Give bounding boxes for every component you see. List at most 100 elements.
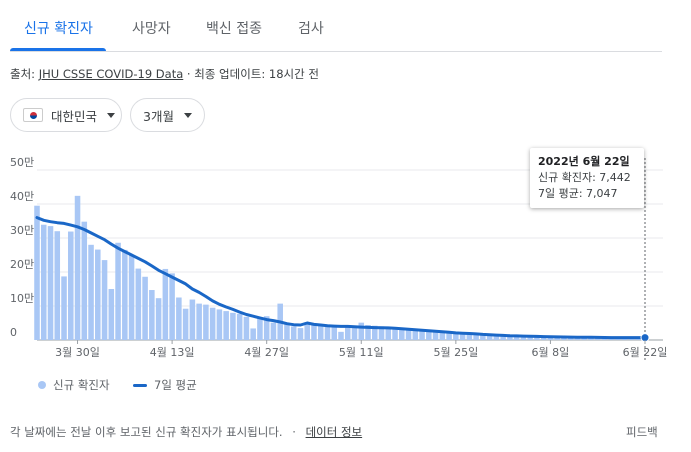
source-link[interactable]: JHU CSSE COVID-19 Data	[38, 67, 184, 81]
korea-flag-icon	[23, 108, 43, 122]
case-bar	[88, 244, 94, 340]
case-bar	[297, 328, 304, 340]
chevron-down-icon	[183, 112, 192, 118]
case-bar	[189, 299, 196, 340]
footer-note-line: 각 날짜에는 전날 이후 보고된 신규 확진자가 표시됩니다. · 데이터 정보	[10, 424, 362, 440]
footer-separator: ·	[292, 425, 296, 439]
legend-bars: 신규 확진자	[38, 377, 110, 393]
tooltip-cases: 신규 확진자: 7,442	[538, 171, 631, 184]
case-bar	[554, 336, 560, 340]
case-bar	[426, 331, 432, 340]
tooltip-date: 2022년 6월 22일	[538, 155, 630, 168]
case-bar	[95, 249, 101, 340]
case-bar	[304, 322, 310, 340]
case-bar	[47, 226, 54, 340]
case-bar	[108, 289, 115, 340]
case-bar	[68, 231, 74, 340]
legend-line-label: 7일 평균	[154, 378, 197, 392]
case-bar	[101, 260, 108, 340]
region-dropdown[interactable]: 대한민국	[10, 98, 122, 132]
data-info-link[interactable]: 데이터 정보	[305, 425, 363, 439]
x-tick-label: 5월 25일	[433, 345, 478, 359]
source-separator: ·	[186, 67, 191, 81]
case-bar	[561, 337, 567, 340]
tab-bar: 신규 확진자 사망자 백신 접종 검사	[0, 0, 691, 52]
y-tick-label: 20만	[10, 258, 34, 271]
case-bar	[419, 330, 425, 340]
case-bar	[81, 221, 88, 340]
case-bar	[493, 334, 500, 340]
case-bar	[236, 313, 243, 340]
case-bar	[507, 335, 513, 340]
case-bar	[331, 326, 338, 340]
chevron-down-icon	[107, 112, 116, 118]
case-bar	[61, 276, 67, 340]
tooltip-avg: 7일 평균: 7,047	[538, 187, 618, 200]
case-bar	[432, 331, 439, 340]
case-bar	[209, 307, 216, 340]
case-bar	[223, 311, 229, 340]
case-bar	[149, 290, 155, 340]
case-bar	[365, 325, 371, 340]
case-bar	[40, 224, 47, 340]
case-bar	[459, 332, 466, 340]
cases-chart[interactable]: 0 10만 20만 30만 40만 50만 3월 30일 4월 13일 4월 27일 5월 11일…	[0, 150, 691, 365]
case-bar	[182, 308, 189, 340]
case-bar	[547, 336, 554, 340]
tab-vaccinations[interactable]: 백신 접종	[206, 21, 262, 37]
tab-new-cases[interactable]: 신규 확진자	[24, 21, 93, 37]
case-bar	[344, 327, 351, 340]
case-bar	[230, 312, 236, 340]
case-bar	[284, 323, 290, 340]
case-bar	[480, 334, 486, 340]
case-bar	[405, 329, 412, 340]
case-bar	[317, 324, 324, 340]
case-bar	[257, 318, 263, 340]
case-bar	[372, 325, 378, 340]
case-bar	[54, 231, 61, 340]
active-tab-indicator	[10, 48, 106, 51]
case-bar	[446, 331, 452, 340]
case-bar	[162, 268, 169, 340]
case-bar	[385, 327, 392, 340]
case-bar	[534, 336, 540, 340]
case-bar	[513, 335, 520, 340]
case-bar	[527, 336, 533, 340]
y-tick-label: 0	[10, 326, 17, 339]
x-tick-label: 6월 8일	[532, 345, 570, 359]
period-label: 3개월	[143, 108, 174, 124]
case-bar	[155, 298, 162, 340]
source-line: 출처: JHU CSSE COVID-19 Data · 최종 업데이트: 18…	[10, 66, 319, 82]
tab-deaths[interactable]: 사망자	[132, 21, 171, 37]
y-tick-label: 50만	[10, 156, 34, 169]
y-tick-label: 40만	[10, 190, 34, 203]
bar-legend-swatch	[38, 381, 46, 389]
case-bar	[115, 242, 121, 340]
tab-tests[interactable]: 검사	[298, 21, 324, 37]
case-bar	[135, 268, 142, 340]
case-bar	[473, 333, 479, 340]
case-bar	[378, 326, 385, 340]
tabs-divider	[10, 51, 662, 52]
case-bar	[520, 335, 527, 340]
case-bar	[324, 325, 331, 340]
region-label: 대한민국	[51, 108, 98, 124]
case-bar	[392, 328, 398, 340]
case-bar	[34, 205, 40, 340]
x-tick-label: 5월 11일	[339, 345, 384, 359]
case-bar	[74, 195, 81, 340]
period-dropdown[interactable]: 3개월	[130, 98, 205, 132]
feedback-link[interactable]: 피드백	[626, 425, 658, 439]
case-bar	[453, 332, 459, 340]
case-bar	[263, 316, 270, 340]
case-bar	[169, 273, 175, 340]
case-bar	[412, 330, 419, 340]
line-legend-swatch	[133, 383, 147, 387]
case-bar	[243, 316, 250, 340]
x-tick-label: 4월 13일	[150, 345, 195, 359]
case-bar	[311, 323, 317, 340]
case-bar	[567, 337, 574, 340]
case-bar	[500, 335, 506, 340]
y-tick-label: 30만	[10, 224, 34, 237]
y-tick-label: 10만	[10, 292, 34, 305]
